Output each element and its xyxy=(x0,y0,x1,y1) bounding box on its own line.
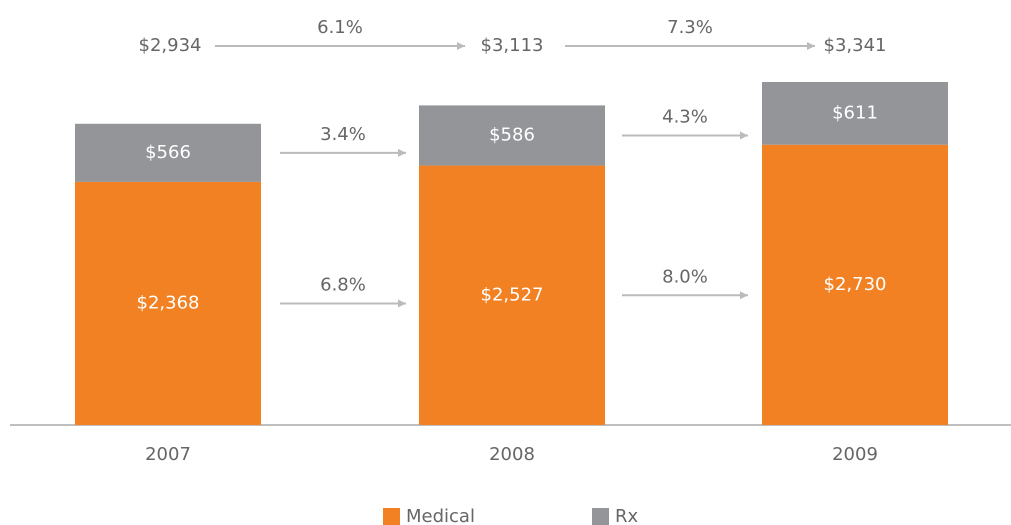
growth-label: 8.0% xyxy=(662,266,708,287)
legend-label: Rx xyxy=(615,506,639,525)
bar-segment xyxy=(419,165,605,425)
value-label: $2,368 xyxy=(137,292,200,313)
value-label: $2,527 xyxy=(481,284,544,305)
bar-segment xyxy=(75,123,261,182)
x-tick-label: 2008 xyxy=(489,444,535,465)
value-label: $611 xyxy=(832,102,878,123)
legend-label: Medical xyxy=(406,506,475,525)
growth-label: 6.1% xyxy=(317,17,363,38)
growth-label: 7.3% xyxy=(667,17,713,38)
growth-label: 4.3% xyxy=(662,106,708,127)
bar-segment xyxy=(762,144,948,425)
value-label: $586 xyxy=(489,124,535,145)
legend-swatch xyxy=(592,508,609,525)
x-tick-label: 2009 xyxy=(832,444,878,465)
bar-segment xyxy=(75,181,261,425)
legend-swatch xyxy=(383,508,400,525)
growth-label: 3.4% xyxy=(320,124,366,145)
total-label: $3,341 xyxy=(824,35,887,56)
value-label: $2,730 xyxy=(824,274,887,295)
x-tick-label: 2007 xyxy=(145,444,191,465)
bar-segment xyxy=(762,82,948,145)
total-label: $3,113 xyxy=(481,35,544,56)
value-label: $566 xyxy=(145,142,191,163)
growth-label: 6.8% xyxy=(320,274,366,295)
bar-segment xyxy=(419,105,605,166)
total-label: $2,934 xyxy=(139,35,202,56)
